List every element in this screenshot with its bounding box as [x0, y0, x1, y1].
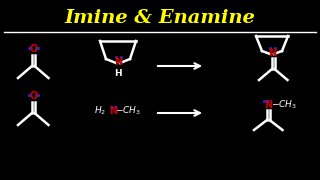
Text: O: O	[29, 44, 37, 54]
Text: N: N	[264, 100, 272, 110]
Text: O: O	[29, 91, 37, 101]
Text: N: N	[109, 106, 117, 116]
Text: $-CH_3$: $-CH_3$	[271, 99, 297, 111]
Text: Imine & Enamine: Imine & Enamine	[65, 9, 255, 27]
Text: $-CH_3$: $-CH_3$	[115, 105, 141, 117]
Text: N: N	[114, 57, 122, 67]
Text: H: H	[114, 69, 122, 78]
Text: N: N	[268, 48, 276, 58]
Text: $H_2$: $H_2$	[94, 105, 106, 117]
